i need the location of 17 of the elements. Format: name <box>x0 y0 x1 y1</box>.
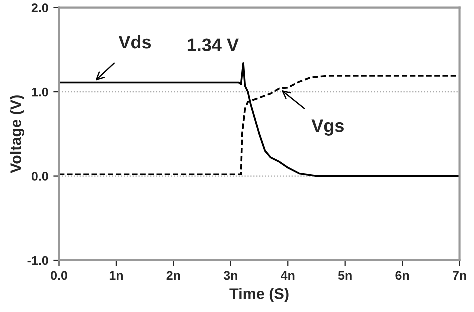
y-tick-label: 1.0 <box>32 88 48 97</box>
y-tick-label: 2.0 <box>32 4 48 12</box>
x-tick-label: 6n <box>396 271 410 280</box>
annotation: Vgs <box>312 120 344 136</box>
x-axis-title: Time (S) <box>230 288 289 302</box>
x-tick-label: 5n <box>338 271 352 280</box>
y-tick-label: -1.0 <box>28 256 48 266</box>
x-tick-label: 1n <box>110 271 123 280</box>
x-tick-label: 2n <box>166 271 180 280</box>
x-tick-label: 0.0 <box>51 271 68 280</box>
annotation: 1.34 V <box>188 38 239 52</box>
x-tick-label: 3n <box>224 271 238 280</box>
y-tick-label: 0.0 <box>32 172 48 181</box>
x-tick-label: 7n <box>453 271 466 280</box>
y-axis-title: Voltage (V) <box>10 96 25 174</box>
annotation: Vds <box>118 35 152 49</box>
x-tick-label: 4n <box>281 271 295 280</box>
